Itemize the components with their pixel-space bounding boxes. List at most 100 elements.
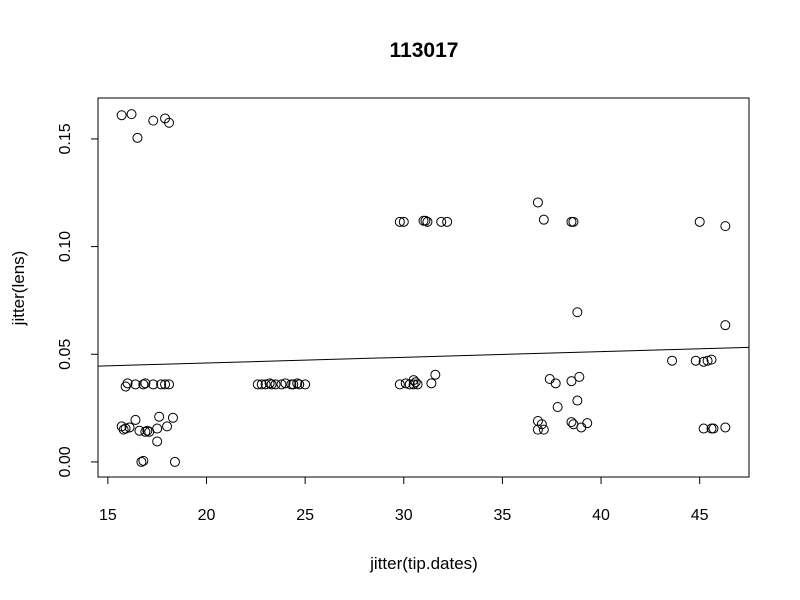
data-point [276,379,287,390]
data-point [136,456,147,467]
data-point [126,109,137,120]
data-point [148,115,159,126]
x-axis-label: jitter(tip.dates) [369,554,478,573]
data-point [667,355,678,366]
chart-title: 113017 [390,39,459,62]
data-point [292,378,303,389]
data-point [120,381,131,392]
data-point [410,377,421,388]
regression-line [97,346,750,367]
data-point [566,376,577,387]
data-point [130,379,141,390]
data-point [532,424,543,435]
data-point [270,379,281,390]
x-tick-label: 45 [691,507,709,524]
data-point [132,132,143,143]
data-point [698,356,709,367]
data-point [134,425,145,436]
data-point [162,421,173,432]
data-point [124,422,135,433]
data-point [260,379,271,390]
x-tick-label: 15 [99,507,117,524]
data-point [116,110,127,121]
data-point [572,395,583,406]
data-point [568,216,579,227]
data-point [120,423,131,434]
y-tick-label: 0.05 [57,339,74,370]
data-point [532,416,543,427]
data-point [412,379,423,390]
data-point [152,436,163,447]
plot-frame [97,97,750,478]
data-point [288,379,299,390]
y-tick-label: 0.10 [57,231,74,262]
data-point [140,378,151,389]
data-point [256,379,267,390]
data-point [156,379,167,390]
data-point [430,369,441,380]
x-tick-label: 30 [395,507,413,524]
data-point [160,379,171,390]
data-point [118,424,129,435]
data-point [422,216,433,227]
data-point [164,379,175,390]
data-point [294,379,305,390]
data-point [398,216,409,227]
data-point [538,214,549,225]
data-point [720,422,731,433]
data-point [140,426,151,437]
data-point [138,455,149,466]
x-tick-label: 25 [296,507,314,524]
data-point [566,417,577,428]
data-point [252,379,263,390]
data-point [698,423,709,434]
data-point [582,418,593,429]
y-tick-label: 0.00 [57,446,74,477]
data-point [142,425,153,436]
data-point [408,379,419,390]
x-tick-label: 20 [198,507,216,524]
data-point [280,378,291,389]
data-point [702,355,713,366]
data-point [576,422,587,433]
data-point [720,221,731,232]
y-axis-label: jitter(lens) [9,251,28,327]
y-axis: 0.00 0.05 0.10 0.15 [57,123,99,477]
data-point [544,374,555,385]
data-point [566,216,577,227]
data-point [264,378,275,389]
data-point [574,371,585,382]
data-point [708,423,719,434]
data-point [550,378,561,389]
data-point [152,423,163,434]
data-point [690,355,701,366]
data-point [266,379,277,390]
x-tick-label: 40 [592,507,610,524]
data-point [420,215,431,226]
x-axis: 15 20 25 30 35 40 45 [99,476,709,524]
data-point [694,216,705,227]
data-point [169,456,180,467]
data-point [532,197,543,208]
data-point [436,216,447,227]
data-point [394,216,405,227]
data-point [154,411,165,422]
data-point [426,378,437,389]
data-point [394,379,405,390]
data-point [300,379,311,390]
data-point [442,216,453,227]
data-point [148,379,159,390]
data-point [538,424,549,435]
data-points [116,109,731,467]
data-point [167,412,178,423]
data-point [138,379,149,390]
x-tick-label: 35 [494,507,512,524]
data-point [572,307,583,318]
data-point [706,354,717,365]
y-tick-label: 0.15 [57,123,74,154]
data-point [122,378,133,389]
data-point [552,402,563,413]
data-point [164,117,175,128]
data-point [720,320,731,331]
